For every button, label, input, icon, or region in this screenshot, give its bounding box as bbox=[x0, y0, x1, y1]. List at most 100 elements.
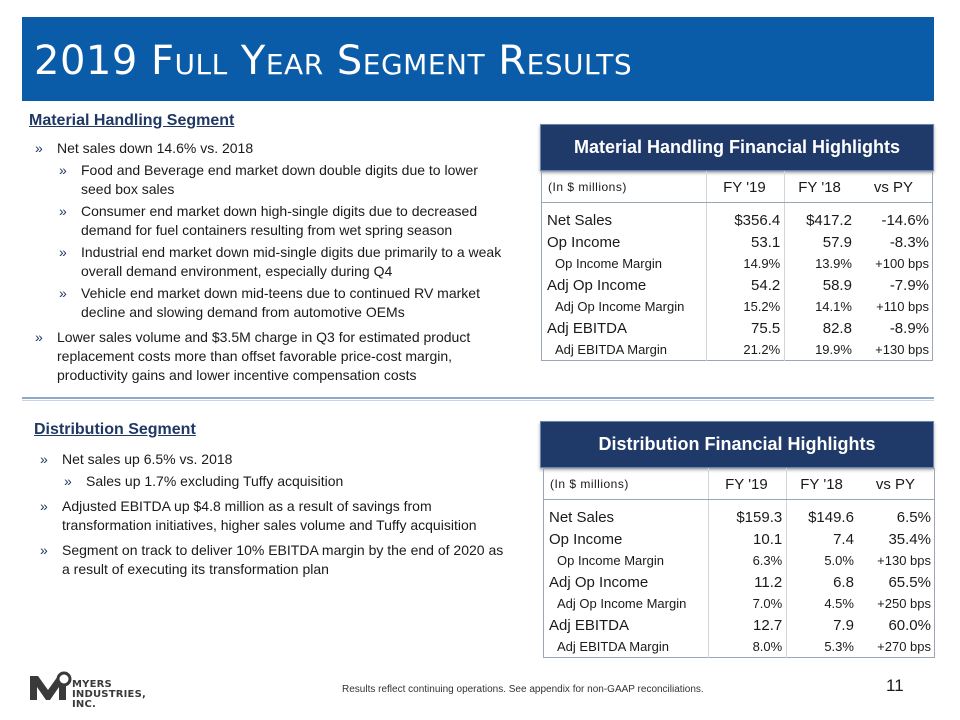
section-divider-shadow bbox=[22, 400, 934, 401]
cell-fy18: 57.9 bbox=[822, 233, 852, 251]
cell-fy19: $159.3 bbox=[708, 506, 788, 528]
myers-industries-logo: MYERS INDUSTRIES, INC. bbox=[28, 670, 148, 710]
row-label: Op Income bbox=[541, 231, 707, 253]
cell-vs-py: -7.9% bbox=[889, 276, 929, 294]
bullet-item: Lower sales volume and $3.5M charge in Q… bbox=[31, 328, 509, 385]
row-label: Op Income Margin bbox=[543, 550, 709, 571]
cell-fy19: 6.3% bbox=[708, 550, 788, 571]
row-label: Net Sales bbox=[541, 209, 707, 231]
unit-label: (In $ millions) bbox=[541, 171, 707, 203]
table-row: Adj EBITDA Margin 8.0% 5.3% +270 bps bbox=[543, 636, 935, 658]
logo-mark-icon bbox=[30, 671, 72, 700]
table-row: Net Sales $356.4 $417.2 -14.6% bbox=[541, 209, 933, 231]
column-header: FY '19 bbox=[708, 468, 788, 500]
cell-fy18: 58.9 bbox=[822, 276, 852, 294]
column-header: vs PY bbox=[857, 468, 935, 500]
sub-bullet-item: Consumer end market down high-single dig… bbox=[31, 202, 509, 240]
cell-fy19: 11.2 bbox=[708, 571, 788, 593]
logo-text: MYERS INDUSTRIES, INC. bbox=[72, 679, 146, 710]
row-label: Adj EBITDA bbox=[541, 317, 707, 339]
cell-fy19: 14.9% bbox=[706, 253, 786, 274]
sub-bullet-item: Vehicle end market down mid-teens due to… bbox=[31, 284, 509, 322]
cell-fy19: 10.1 bbox=[708, 528, 788, 550]
row-label: Adj Op Income Margin bbox=[543, 593, 709, 614]
row-label: Adj EBITDA bbox=[543, 614, 709, 636]
row-label: Adj EBITDA Margin bbox=[541, 339, 707, 361]
material-handling-bullets: Net sales down 14.6% vs. 2018 Food and B… bbox=[31, 139, 509, 388]
title-bar: 2019 Full Year Segment Results bbox=[22, 17, 934, 101]
cell-vs-py: +270 bps bbox=[877, 639, 931, 654]
cell-fy18: 7.4 bbox=[833, 530, 854, 548]
cell-fy19: 12.7 bbox=[708, 614, 788, 636]
table-header-row: (In $ millions) FY '19 FY '18 vs PY bbox=[543, 468, 935, 500]
sub-bullet-item: Food and Beverage end market down double… bbox=[31, 161, 509, 199]
material-handling-heading: Material Handling Segment bbox=[29, 112, 235, 129]
column-header: FY '19 bbox=[706, 171, 786, 203]
unit-label: (In $ millions) bbox=[543, 468, 709, 500]
material-handling-table: (In $ millions) FY '19 FY '18 vs PY Net … bbox=[541, 171, 933, 361]
table-row: Op Income 10.1 7.4 35.4% bbox=[543, 528, 935, 550]
cell-vs-py: +250 bps bbox=[877, 596, 931, 611]
table-row: Adj EBITDA 12.7 7.9 60.0% bbox=[543, 614, 935, 636]
bullet-item: Segment on track to deliver 10% EBITDA m… bbox=[36, 541, 514, 579]
distribution-table-title: Distribution Financial Highlights bbox=[540, 421, 934, 468]
column-header: FY '18 bbox=[784, 171, 856, 203]
table-row: Adj Op Income Margin 15.2% 14.1% +110 bp… bbox=[541, 296, 933, 317]
table-row: Adj EBITDA Margin 21.2% 19.9% +130 bps bbox=[541, 339, 933, 361]
cell-fy19: $356.4 bbox=[706, 209, 786, 231]
table-row: Adj EBITDA 75.5 82.8 -8.9% bbox=[541, 317, 933, 339]
cell-vs-py: -8.9% bbox=[889, 319, 929, 337]
cell-vs-py: 6.5% bbox=[896, 508, 931, 526]
cell-vs-py: 65.5% bbox=[888, 573, 931, 591]
cell-fy19: 21.2% bbox=[706, 339, 786, 361]
bullet-item: Adjusted EBITDA up $4.8 million as a res… bbox=[36, 497, 514, 535]
distribution-bullets: Net sales up 6.5% vs. 2018 Sales up 1.7%… bbox=[36, 450, 514, 582]
table-header-row: (In $ millions) FY '19 FY '18 vs PY bbox=[541, 171, 933, 203]
cell-vs-py: 35.4% bbox=[888, 530, 931, 548]
table-row: Adj Op Income 11.2 6.8 65.5% bbox=[543, 571, 935, 593]
distribution-heading: Distribution Segment bbox=[34, 421, 196, 438]
cell-fy18: 5.0% bbox=[824, 553, 854, 568]
material-handling-table-title: Material Handling Financial Highlights bbox=[540, 124, 934, 171]
column-header: vs PY bbox=[855, 171, 933, 203]
cell-fy18: 14.1% bbox=[815, 299, 852, 314]
cell-vs-py: +110 bps bbox=[876, 299, 929, 314]
footnote: Results reflect continuing operations. S… bbox=[342, 684, 704, 695]
cell-vs-py: 60.0% bbox=[888, 616, 931, 634]
cell-vs-py: +100 bps bbox=[875, 256, 929, 271]
page-number: 11 bbox=[886, 676, 904, 695]
column-header: FY '18 bbox=[786, 468, 858, 500]
cell-fy18: 6.8 bbox=[833, 573, 854, 591]
bullet-item: Net sales down 14.6% vs. 2018 bbox=[31, 139, 509, 158]
sub-bullet-item: Industrial end market down mid-single di… bbox=[31, 243, 509, 281]
cell-fy18: $149.6 bbox=[808, 508, 854, 526]
row-label: Op Income bbox=[543, 528, 709, 550]
row-label: Adj Op Income bbox=[541, 274, 707, 296]
cell-fy18: 5.3% bbox=[824, 639, 854, 654]
cell-fy18: 7.9 bbox=[833, 616, 854, 634]
cell-vs-py: -8.3% bbox=[889, 233, 929, 251]
cell-fy18: 82.8 bbox=[822, 319, 852, 337]
cell-fy19: 75.5 bbox=[706, 317, 786, 339]
table-row: Op Income Margin 14.9% 13.9% +100 bps bbox=[541, 253, 933, 274]
table-row: Net Sales $159.3 $149.6 6.5% bbox=[543, 506, 935, 528]
table-row: Adj Op Income Margin 7.0% 4.5% +250 bps bbox=[543, 593, 935, 614]
cell-fy19: 53.1 bbox=[706, 231, 786, 253]
sub-bullet-item: Sales up 1.7% excluding Tuffy acquisitio… bbox=[36, 472, 514, 491]
cell-fy18: 13.9% bbox=[815, 256, 852, 271]
row-label: Net Sales bbox=[543, 506, 709, 528]
cell-fy18: 19.9% bbox=[815, 342, 852, 357]
cell-fy19: 7.0% bbox=[708, 593, 788, 614]
slide-title: 2019 Full Year Segment Results bbox=[34, 38, 633, 84]
row-label: Adj Op Income bbox=[543, 571, 709, 593]
cell-fy18: 4.5% bbox=[824, 596, 854, 611]
cell-fy19: 15.2% bbox=[706, 296, 786, 317]
row-label: Op Income Margin bbox=[541, 253, 707, 274]
bullet-item: Net sales up 6.5% vs. 2018 bbox=[36, 450, 514, 469]
row-label: Adj EBITDA Margin bbox=[543, 636, 709, 658]
cell-fy18: $417.2 bbox=[806, 211, 852, 229]
cell-fy19: 8.0% bbox=[708, 636, 788, 658]
table-row: Op Income 53.1 57.9 -8.3% bbox=[541, 231, 933, 253]
row-label: Adj Op Income Margin bbox=[541, 296, 707, 317]
table-row: Adj Op Income 54.2 58.9 -7.9% bbox=[541, 274, 933, 296]
